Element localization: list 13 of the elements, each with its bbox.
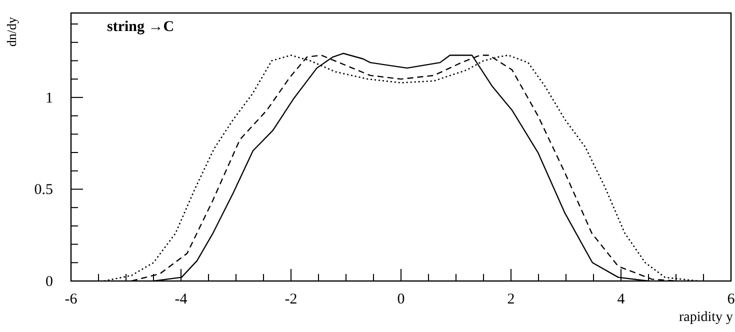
x-tick-label: -4: [174, 292, 188, 308]
x-axis-title: rapidity y: [678, 310, 733, 325]
x-tick-label: 4: [617, 292, 626, 308]
annotation: string →C: [107, 19, 174, 35]
y-tick-label: 0.5: [34, 182, 53, 198]
x-tick-label: 0: [397, 292, 405, 308]
y-axis-title: dn/dy: [4, 16, 19, 47]
y-tick-label: 0: [46, 274, 53, 290]
x-tick-label: -6: [64, 292, 78, 308]
x-tick-label: 6: [727, 292, 735, 308]
x-tick-label: -2: [284, 292, 298, 308]
x-tick-label: 2: [507, 292, 515, 308]
y-tick-label: 1: [46, 90, 53, 106]
